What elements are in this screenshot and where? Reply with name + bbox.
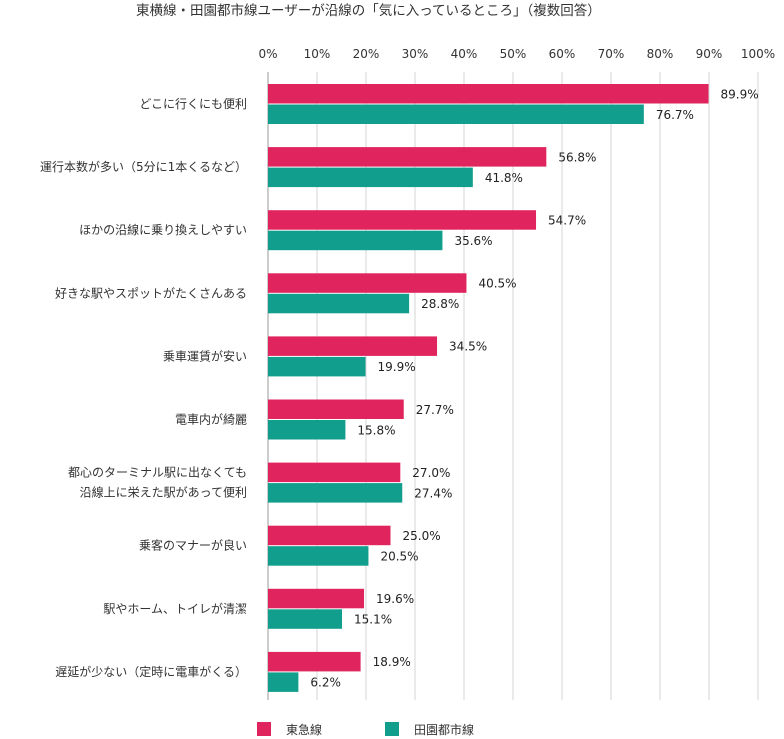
bar-tokyu (268, 147, 547, 167)
x-tick-label: 100% (741, 47, 775, 61)
value-label: 25.0% (403, 529, 441, 543)
bar-denentoshi (268, 609, 342, 629)
x-tick-label: 40% (451, 47, 478, 61)
value-label: 28.8% (421, 297, 459, 311)
category-label: 好きな駅やスポットがたくさんある (55, 285, 247, 300)
bar-tokyu (268, 273, 467, 293)
value-label: 35.6% (454, 234, 492, 248)
x-tick-label: 50% (500, 47, 527, 61)
bar-tokyu (268, 399, 404, 419)
value-label: 27.0% (412, 466, 450, 480)
bar-denentoshi (268, 546, 369, 566)
bar-tokyu (268, 525, 391, 546)
x-tick-label: 90% (696, 47, 723, 61)
bar-denentoshi (268, 356, 366, 377)
bar-tokyu (268, 462, 401, 483)
value-label: 27.4% (414, 486, 452, 500)
value-label: 34.5% (449, 340, 487, 354)
bar-denentoshi (268, 483, 403, 503)
x-tick-label: 70% (598, 47, 625, 61)
bar-denentoshi (268, 230, 443, 251)
legend-label: 田園都市線 (414, 722, 474, 737)
category-label: どこに行くにも便利 (139, 97, 247, 111)
category-label: 電車内が綺麗 (175, 412, 247, 427)
x-tick-label: 0% (258, 47, 277, 61)
value-labels: 89.9% 76.7% 56.8% 41.8% 54.7% 35.6% 40.5% 28.8%… (310, 87, 758, 689)
bar-tokyu (268, 651, 361, 672)
x-tick-label: 30% (402, 47, 429, 61)
bar-denentoshi (268, 104, 644, 124)
value-label: 15.1% (354, 613, 392, 627)
chart-title: 東横線・田園都市線ユーザーが沿線の「気に入っているところ」（複数回答） (136, 2, 601, 19)
x-tick-label: 20% (353, 47, 380, 61)
category-label: 運行本数が多い（5分に1本くるなど） (40, 159, 247, 174)
category-label: 遅延が少ない（定時に電車がくる） (55, 664, 247, 679)
legend-swatch (257, 722, 271, 736)
value-label: 54.7% (548, 213, 586, 227)
value-label: 15.8% (357, 423, 395, 437)
value-label: 6.2% (310, 676, 341, 690)
value-label: 19.9% (378, 360, 416, 374)
value-label: 89.9% (721, 87, 759, 101)
x-tick-label: 10% (304, 47, 331, 61)
x-axis-ticks: 0% 10% 20% 30% 40% 50% 60% 70% 80% 90% 100% (258, 47, 775, 61)
category-label: 沿線上に栄えた駅があって便利 (80, 485, 247, 500)
bar-tokyu (268, 336, 438, 356)
value-label: 56.8% (558, 150, 596, 164)
bar-tokyu (268, 588, 365, 609)
bar-tokyu (268, 210, 537, 230)
category-label: 駅やホーム、トイレが清潔 (103, 601, 247, 616)
x-tick-label: 80% (647, 47, 674, 61)
category-label: 都心のターミナル駅に出なくても (68, 466, 247, 480)
value-label: 40.5% (478, 277, 516, 291)
legend-swatch (385, 722, 399, 736)
legend-label: 東急線 (286, 722, 322, 737)
category-label: ほかの沿線に乗り換えしやすい (79, 222, 247, 237)
value-label: 76.7% (656, 108, 694, 122)
bar-tokyu (268, 84, 709, 104)
bar-denentoshi (268, 293, 410, 314)
x-tick-label: 60% (549, 47, 576, 61)
bars (268, 84, 709, 692)
category-label: 乗客のマナーが良い (139, 538, 247, 553)
bar-denentoshi (268, 167, 473, 188)
bar-denentoshi (268, 420, 346, 440)
value-label: 20.5% (380, 549, 418, 563)
bar-denentoshi (268, 672, 299, 692)
value-label: 27.7% (416, 403, 454, 417)
value-label: 41.8% (485, 171, 523, 185)
category-label: 乗車運賃が安い (163, 348, 247, 363)
legend: 東急線 田園都市線 (257, 722, 474, 737)
value-label: 18.9% (373, 655, 411, 669)
value-label: 19.6% (376, 592, 414, 606)
